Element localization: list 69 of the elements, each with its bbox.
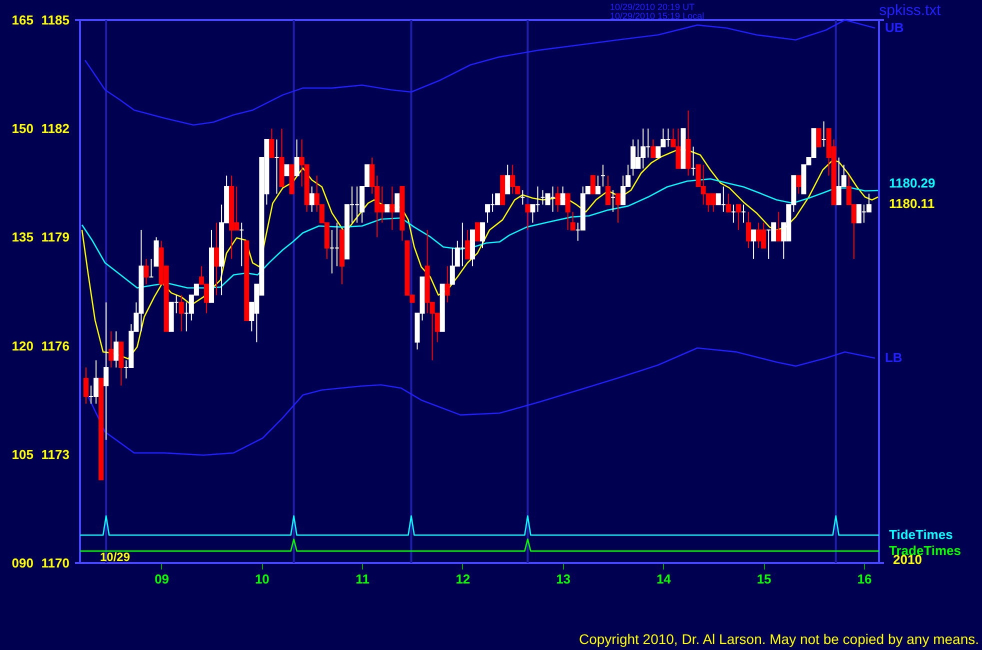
y2-tick-label: 150 xyxy=(12,121,34,136)
candlestick xyxy=(555,186,560,212)
candlestick xyxy=(104,302,109,440)
candlestick xyxy=(570,211,576,230)
candlestick xyxy=(309,186,314,212)
candlestick xyxy=(590,175,596,194)
candlestick xyxy=(560,186,566,206)
candlestick xyxy=(595,175,600,194)
candlestick xyxy=(565,193,570,230)
y-tick-label: 1176 xyxy=(41,338,70,354)
x-tick-label: 16 xyxy=(857,572,872,586)
x-tick-label: 13 xyxy=(556,572,571,586)
candlestick xyxy=(144,258,149,285)
y-tick-label: 1185 xyxy=(41,12,70,28)
candlestick xyxy=(444,266,450,303)
candlestick xyxy=(474,222,480,242)
candlestick xyxy=(178,294,184,332)
candlestick xyxy=(746,211,752,249)
candlestick xyxy=(776,211,782,242)
x-tick-label: 14 xyxy=(656,572,672,586)
candlestick xyxy=(530,204,536,224)
candlestick xyxy=(480,222,486,249)
annotation: 10/29/2010 15:19 Local xyxy=(610,11,704,21)
candlestick xyxy=(726,193,731,212)
annotation: 1180.29 xyxy=(888,176,936,190)
candlestick xyxy=(284,164,290,176)
candlestick xyxy=(214,222,220,296)
candlestick xyxy=(866,193,872,212)
x-tick-label: 10 xyxy=(254,572,270,586)
candlestick xyxy=(816,128,822,148)
candlestick xyxy=(796,175,802,194)
candlestick xyxy=(114,330,119,368)
candlestick xyxy=(84,367,89,404)
candlestick xyxy=(525,204,530,230)
y-tick-label: 1179 xyxy=(41,230,70,245)
annotation: 1180.11 xyxy=(888,196,935,212)
candlestick xyxy=(108,330,114,368)
annotation: 10/29 xyxy=(100,550,130,564)
candlestick xyxy=(616,193,621,224)
candlestick xyxy=(505,164,510,194)
candlestick xyxy=(736,204,741,230)
y2-tick-label: 090 xyxy=(12,556,34,570)
candlestick xyxy=(605,175,610,206)
candlestick xyxy=(485,204,490,224)
x-tick-label: 15 xyxy=(756,572,772,586)
y2-tick-label: 105 xyxy=(12,446,34,462)
y2-tick-label: 165 xyxy=(12,12,34,28)
candlestick xyxy=(294,138,300,176)
candlestick xyxy=(269,128,274,158)
x-tick-label: 09 xyxy=(154,572,170,586)
candlestick xyxy=(394,193,400,212)
series-label: LB xyxy=(884,350,902,366)
text: spkiss.txt xyxy=(879,2,942,19)
line-series xyxy=(84,19,876,126)
x-tick-label: 12 xyxy=(456,572,470,586)
x-tick-label: 11 xyxy=(356,572,370,586)
candlestick xyxy=(464,229,470,260)
candlestick xyxy=(390,186,395,230)
y2-tick-label: 120 xyxy=(12,338,34,354)
y-tick-label: 1170 xyxy=(41,556,70,570)
series-label: UB xyxy=(884,20,904,35)
y2-tick-label: 135 xyxy=(12,230,34,245)
y-tick-label: 1182 xyxy=(41,121,70,136)
candlestick xyxy=(751,229,756,260)
text: Copyright 2010, Dr. Al Larson. May not be copied by any means. xyxy=(578,631,979,647)
text: 10/29/2010 20:19 UT xyxy=(610,2,696,12)
y-tick-label: 1173 xyxy=(41,446,70,462)
candlestick xyxy=(650,138,656,158)
series-label: TideTimes xyxy=(889,527,953,542)
